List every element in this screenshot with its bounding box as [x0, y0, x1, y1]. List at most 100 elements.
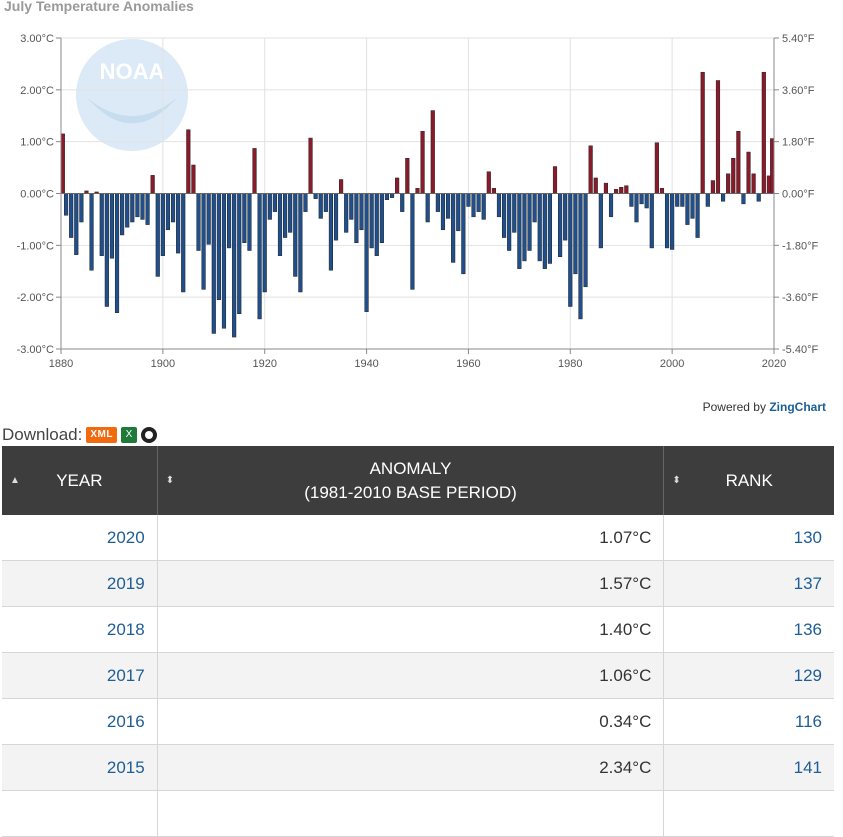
bar [354, 193, 359, 243]
bar [298, 193, 303, 293]
bar [558, 193, 563, 257]
bar [741, 193, 746, 205]
year-cell[interactable] [2, 790, 158, 837]
year-header[interactable]: ▲ YEAR [2, 446, 158, 515]
temperature-chart: NOAA -3.00°C -5.40°F -2.00°C -3.60°F -1.00°C -… [17, 33, 819, 370]
bar [293, 193, 298, 277]
bar [379, 193, 384, 243]
noaa-logo-circle [76, 39, 188, 151]
download-label: Download: [2, 425, 83, 444]
bar [405, 158, 410, 194]
x-tick-label: 1960 [456, 358, 480, 370]
y-tick-label-right: 5.40°F [782, 33, 815, 45]
bar [221, 193, 227, 329]
y-tick-label-left: 2.00°C [20, 85, 54, 97]
sort-asc-icon: ▲ [10, 474, 20, 486]
anomaly-header[interactable]: ⬍ ANOMALY (1981-2010 BASE PERIOD) [157, 446, 665, 515]
bar [756, 193, 761, 202]
table-row: 2019 1.57°C 137 [2, 560, 834, 607]
bar [491, 188, 496, 194]
bar [79, 193, 84, 223]
bar [507, 193, 512, 251]
bar [186, 129, 191, 194]
bar [731, 158, 736, 194]
rank-header-label: RANK [725, 470, 773, 490]
bar [109, 193, 114, 259]
bar [619, 187, 624, 194]
year-cell[interactable]: 2019 [2, 560, 158, 607]
anomaly-header-label: ANOMALY [369, 458, 452, 478]
bar [364, 193, 369, 312]
bar [283, 193, 288, 238]
bar [384, 193, 390, 200]
bar [328, 193, 333, 271]
year-cell[interactable]: 2016 [2, 698, 158, 745]
bar [277, 193, 283, 256]
y-tick-label-left: -1.00°C [17, 240, 54, 252]
powered-by[interactable]: Powered by ZingChart [703, 400, 826, 414]
bar [563, 193, 568, 241]
y-tick-label-left: -2.00°C [17, 292, 54, 304]
year-cell[interactable]: 2017 [2, 652, 158, 699]
anomaly-cell [157, 790, 665, 837]
download-xml-button[interactable]: XML [86, 427, 117, 443]
rank-cell[interactable]: 116 [663, 698, 834, 745]
bar [410, 193, 415, 290]
year-cell[interactable]: 2018 [2, 606, 158, 653]
download-excel-icon[interactable]: X [120, 427, 137, 443]
y-tick-label-right: -1.80°F [782, 240, 818, 252]
bar [308, 137, 313, 194]
rank-cell[interactable]: 137 [663, 560, 834, 607]
bar [242, 193, 247, 243]
download-bar: Download: XML X [2, 424, 157, 446]
bar [649, 193, 654, 249]
sort-both-icon: ⬍ [165, 474, 175, 486]
rank-cell[interactable]: 141 [663, 744, 834, 791]
bar [191, 164, 196, 194]
bar [532, 193, 537, 223]
bar [496, 193, 502, 218]
bar [64, 193, 69, 216]
bar [374, 193, 379, 256]
bar [659, 188, 665, 194]
bar [751, 173, 756, 194]
bar [155, 193, 160, 277]
bar [542, 193, 547, 269]
y-tick-label-right: 1.80°F [782, 137, 815, 149]
bar [512, 193, 517, 233]
bar [770, 138, 775, 194]
bar [339, 179, 344, 194]
rank-cell[interactable]: 130 [663, 515, 834, 561]
bar [389, 193, 395, 198]
bar [425, 193, 430, 223]
anomaly-cell: 2.34°C [157, 744, 665, 791]
bar [181, 193, 186, 293]
anomaly-cell: 1.40°C [157, 606, 665, 653]
download-json-icon[interactable] [140, 427, 157, 443]
table-row: 2018 1.40°C 136 [2, 606, 834, 653]
rank-cell[interactable]: 136 [663, 606, 834, 653]
year-cell[interactable]: 2020 [2, 515, 158, 561]
year-cell[interactable]: 2015 [2, 744, 158, 791]
bar [247, 193, 252, 251]
bar [629, 193, 634, 207]
zingchart-brand[interactable]: ZingChart [769, 400, 826, 414]
bar [104, 193, 109, 307]
x-tick-label: 1880 [49, 358, 73, 370]
rank-header[interactable]: ⬍ RANK [663, 446, 834, 515]
x-tick-label: 1920 [252, 358, 276, 370]
bar [267, 193, 272, 220]
rank-cell[interactable]: 129 [663, 652, 834, 699]
bar [60, 133, 65, 194]
bar [670, 193, 675, 250]
bar [700, 71, 705, 194]
bar [664, 193, 670, 249]
bar [170, 193, 176, 223]
bar [715, 80, 721, 194]
bar [303, 193, 308, 212]
bar [125, 193, 130, 228]
rank-cell[interactable] [663, 790, 834, 837]
bar [721, 193, 726, 202]
bar [130, 193, 135, 223]
bar [99, 193, 104, 256]
